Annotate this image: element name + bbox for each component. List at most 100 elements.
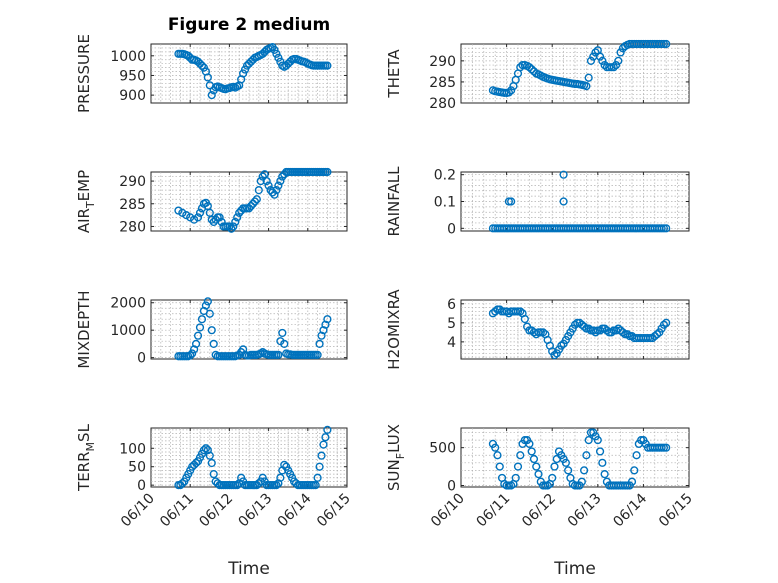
y-tick-label: 285 [429,75,456,91]
data-point [280,339,289,349]
data-point [600,470,609,479]
data-point [191,339,201,349]
data-point [493,451,502,460]
data-series [174,167,332,233]
data-point [209,469,218,479]
subplot-1: 900 950 1000 PRESSURE Figure 2 medium [75,15,348,113]
y-tick-label: 0 [137,351,146,367]
data-point [229,222,238,231]
data-point [207,91,216,100]
subplot-3: 280 285 290 AIRTEMP [75,167,348,235]
data-point [520,314,529,324]
y-tick-label: 1000 [110,323,146,339]
data-point [607,328,616,337]
data-point [317,451,326,460]
y-tick-label: 4 [447,335,456,351]
data-point [195,208,205,217]
data-point [199,63,209,72]
data-point [548,473,557,483]
data-point [278,328,287,338]
data-point [186,351,195,360]
data-point [577,477,586,486]
y-tick-label: 280 [119,219,146,235]
data-point [264,181,273,190]
data-point [256,176,265,186]
data-series [174,43,332,100]
data-point [662,39,671,49]
data-point [321,433,330,442]
subplot-5: 0 1000 2000 MIXDEPTH [75,290,348,369]
data-point [611,60,621,70]
data-point [623,330,632,339]
y-axis-label: SUNFLUX [385,424,407,491]
data-point [532,462,541,471]
data-point [276,57,285,66]
data-point [580,466,589,475]
data-point [609,63,618,72]
data-point [525,63,534,72]
data-point [586,56,596,65]
data-point [527,65,536,74]
data-point [561,458,570,467]
data-point [254,186,263,195]
y-axis-label: PRESSURE [75,34,93,113]
data-point [511,473,520,483]
y-tick-label: 950 [119,68,146,84]
data-point [632,451,641,460]
data-point [315,339,324,349]
data-point [225,222,234,231]
data-point [525,439,534,448]
data-point [311,481,320,490]
y-axis-label: H2OMIXRA [385,289,403,370]
data-point [227,224,236,233]
data-point [591,48,600,57]
subplot-6: 4 5 6 H2OMIXRA [385,289,690,370]
data-point [313,350,322,359]
data-point [559,197,568,206]
data-point [662,443,671,452]
data-series [488,170,671,233]
data-point [270,190,279,199]
chart-title: Figure 2 medium [168,15,330,35]
data-point [319,440,328,449]
data-point [582,82,591,91]
data-point [529,454,539,464]
data-point [584,73,593,82]
data-point [315,462,324,471]
y-tick-label: 900 [119,88,146,104]
data-point [323,315,332,324]
y-tick-label: 5 [447,316,456,332]
data-point [591,328,600,337]
data-point [274,53,283,62]
data-point [207,458,216,468]
data-point [516,451,525,460]
data-point [582,451,591,460]
data-point [203,297,212,306]
data-point [250,197,259,206]
data-series [488,305,671,360]
subplot-2: 280 285 290 THETA [385,39,690,112]
data-point [272,481,281,490]
y-tick-label: 290 [119,174,146,190]
data-point [513,462,523,471]
data-point [659,320,669,329]
data-series [488,428,671,490]
y-tick-label: 0 [137,478,146,494]
data-point [595,52,605,61]
data-point [207,326,216,335]
data-point [538,328,548,337]
y-axis-label: THETA [385,49,403,99]
data-point [323,425,332,434]
y-tick-label: 0 [447,221,456,237]
data-point [507,197,516,206]
data-point [256,349,265,358]
data-point [652,330,662,339]
data-point [616,48,625,57]
data-point [527,447,536,456]
data-point [270,45,279,55]
y-tick-label: 100 [119,441,146,457]
y-tick-label: 6 [447,297,456,313]
data-point [313,473,322,482]
data-point [323,167,332,177]
data-point [233,481,242,490]
